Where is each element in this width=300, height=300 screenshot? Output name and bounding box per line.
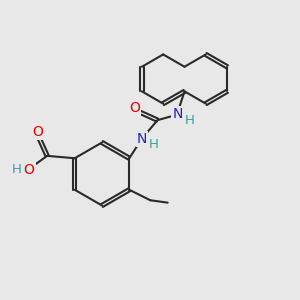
- Text: O: O: [32, 125, 43, 139]
- Text: H: H: [184, 114, 194, 127]
- Text: N: N: [172, 107, 183, 121]
- Text: H: H: [12, 164, 22, 176]
- Text: O: O: [129, 101, 140, 115]
- Text: O: O: [24, 163, 34, 177]
- Text: H: H: [148, 138, 158, 151]
- Text: N: N: [137, 132, 147, 146]
